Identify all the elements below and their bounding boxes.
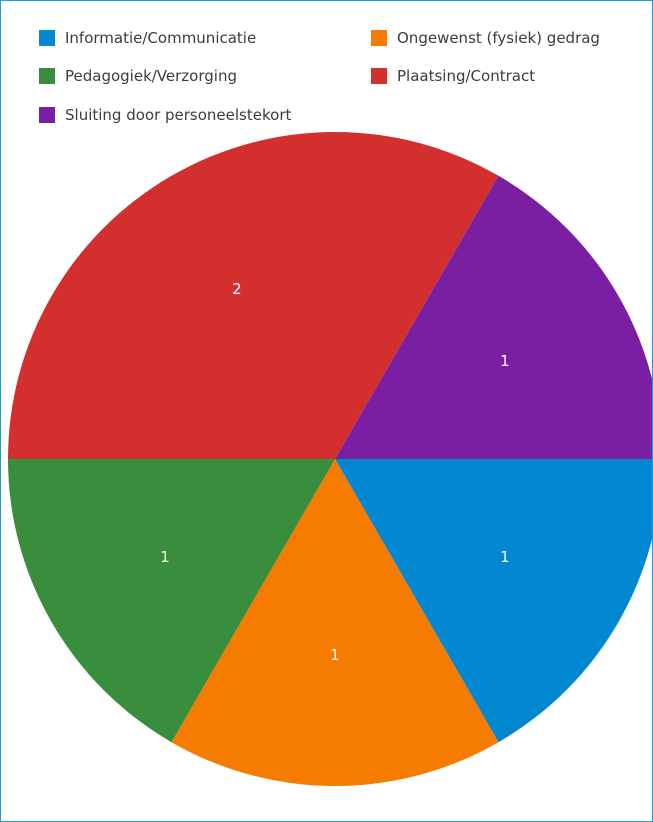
legend-label: Plaatsing/Contract <box>397 67 536 85</box>
data-label: 2 <box>232 280 242 298</box>
data-label: 1 <box>500 548 510 566</box>
legend-label: Ongewenst (fysiek) gedrag <box>397 29 600 47</box>
data-label: 1 <box>330 646 340 664</box>
data-label: 1 <box>160 548 170 566</box>
pie-slice-ongewenst-fysiek-gedrag[interactable] <box>171 459 499 786</box>
pie-slice-sluiting-door-personeelstekort[interactable] <box>335 175 652 459</box>
legend-item-pedagogiek-verzorging[interactable]: Pedagogiek/Verzorging <box>39 67 237 85</box>
pie-data-labels: 2 1 1 1 1 <box>160 280 509 664</box>
legend-label: Pedagogiek/Verzorging <box>65 67 237 85</box>
legend-swatch <box>39 107 55 123</box>
legend-item-sluiting-personeelstekort[interactable]: Sluiting door personeelstekort <box>39 106 291 124</box>
legend-label: Informatie/Communicatie <box>65 29 257 47</box>
legend-swatch <box>371 68 387 84</box>
legend-swatch <box>39 30 55 46</box>
legend-label: Sluiting door personeelstekort <box>65 106 292 124</box>
pie-slice-pedagogiek-verzorging[interactable] <box>8 459 335 743</box>
legend-item-plaatsing-contract[interactable]: Plaatsing/Contract <box>371 67 535 85</box>
pie-slices <box>8 131 652 786</box>
legend-item-informatie-communicatie[interactable]: Informatie/Communicatie <box>39 29 256 47</box>
data-label: 1 <box>500 352 510 370</box>
legend-item-ongewenst-gedrag[interactable]: Ongewenst (fysiek) gedrag <box>371 29 600 47</box>
legend-swatch <box>39 68 55 84</box>
pie-slice-informatie-communicatie[interactable] <box>335 459 652 743</box>
pie-slice-plaatsing-contract[interactable] <box>8 131 499 459</box>
legend-swatch <box>371 30 387 46</box>
